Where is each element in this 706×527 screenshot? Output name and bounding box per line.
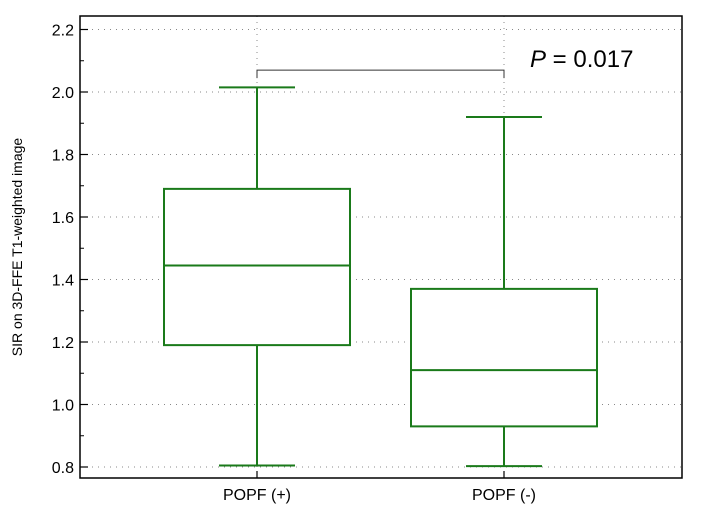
x-axis: POPF (+) POPF (-)	[223, 471, 536, 504]
iqr-box	[163, 187, 351, 347]
y-tick-label: 0.8	[52, 460, 74, 477]
y-axis-label: SIR on 3D-FFE T1-weighted image	[9, 138, 25, 357]
significance-bracket	[256, 69, 505, 79]
x-tick-label: POPF (+)	[223, 487, 291, 504]
box-2	[410, 116, 598, 468]
y-tick-label: 1.0	[52, 398, 74, 415]
y-tick-label: 2.0	[52, 85, 74, 102]
y-tick-label: 1.4	[52, 273, 74, 290]
box-1	[163, 86, 351, 467]
significance-annotation: P = 0.017	[256, 46, 633, 79]
iqr-box	[410, 287, 598, 428]
plot-frame	[79, 15, 683, 479]
y-tick-label: 1.2	[52, 335, 74, 352]
x-tick-label: POPF (-)	[472, 487, 536, 504]
y-tick-label: 2.2	[52, 23, 74, 40]
y-tick-label: 1.8	[52, 148, 74, 165]
boxes	[163, 86, 598, 468]
p-value-label: P = 0.017	[530, 46, 633, 73]
y-tick-label: 1.6	[52, 210, 74, 227]
y-axis: 0.8 1.0 1.2 1.4 1.6 1.8 2.0 2.2	[52, 23, 88, 477]
